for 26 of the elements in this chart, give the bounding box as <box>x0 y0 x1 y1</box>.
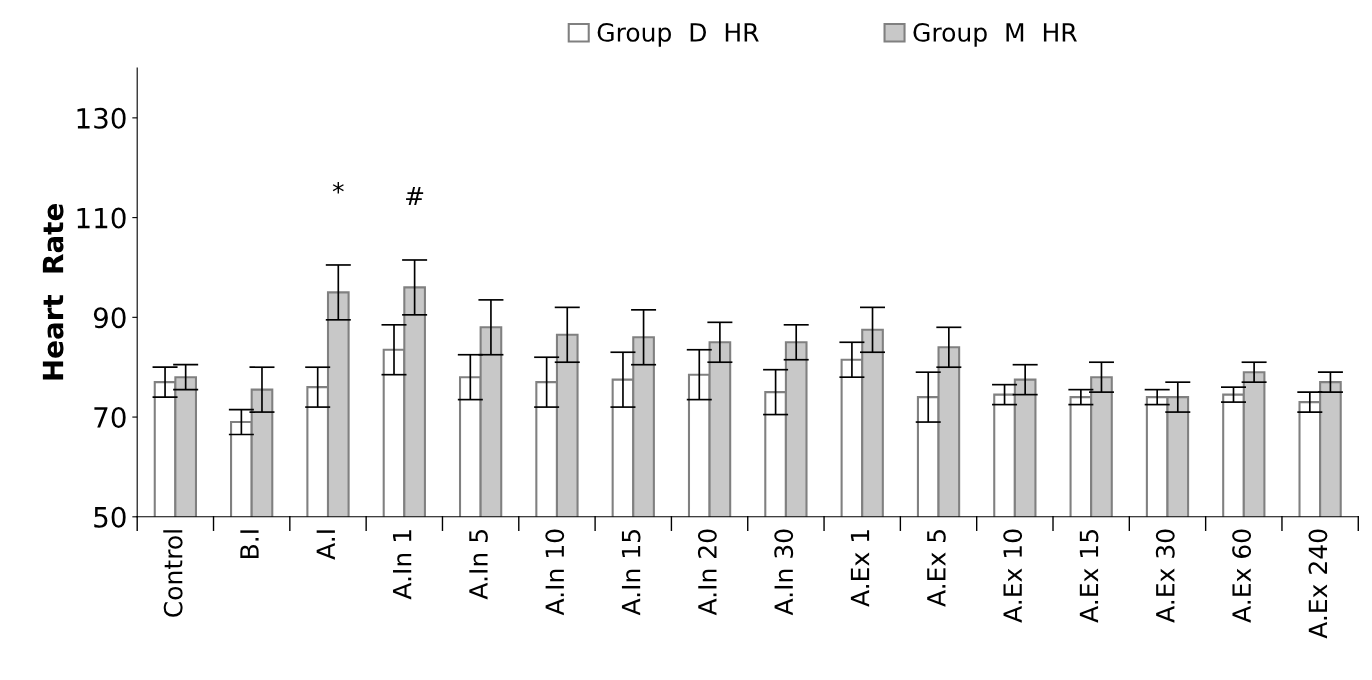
legend-label: Group D HR <box>597 22 759 47</box>
x-tick-label: A.Ex 240 <box>1308 529 1328 639</box>
x-tick-label: A.In 10 <box>545 529 565 616</box>
x-tick-label: A.I <box>316 530 335 560</box>
y-tick-label: 110 <box>77 207 126 229</box>
x-tick-label: A.Ex 5 <box>927 530 946 607</box>
x-tick-label: A.In 20 <box>697 529 717 616</box>
annotation: * <box>332 182 344 194</box>
x-tick-label: A.Ex 15 <box>1079 530 1099 623</box>
x-tick-label: B.I <box>240 530 259 558</box>
x-tick-label: A.Ex 30 <box>1155 529 1175 623</box>
legend-label: Group M HR <box>913 22 1077 47</box>
x-tick-label: A.In 5 <box>469 530 488 600</box>
x-tick-label: A.In 30 <box>774 529 794 616</box>
y-tick-label: 50 <box>94 506 126 528</box>
x-tick-label: A.Ex 10 <box>1003 529 1023 623</box>
x-tick-label: A.In 15 <box>621 530 641 616</box>
y-tick-label: 130 <box>77 107 126 129</box>
y-tick-label: 70 <box>94 407 126 429</box>
x-tick-label: A.Ex 1 <box>850 530 870 607</box>
x-tick-label: A.Ex 60 <box>1232 529 1252 623</box>
x-tick-label: Control <box>163 530 183 617</box>
y-tick-label: 90 <box>93 307 126 329</box>
y-axis-title: Heart Rate <box>42 204 64 380</box>
x-tick-label: A.In 1 <box>392 530 412 600</box>
annotation: # <box>406 187 424 206</box>
